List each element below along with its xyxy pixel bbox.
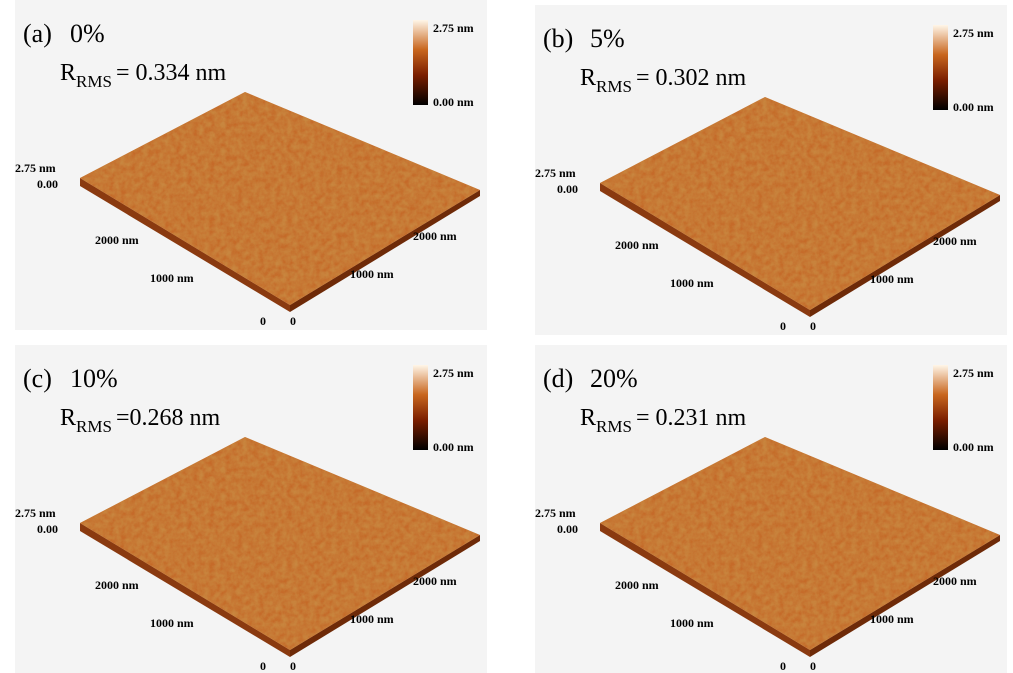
left-axis-label: 0	[260, 314, 266, 328]
right-axis-label: 1000 nm	[350, 612, 394, 626]
left-axis-label: 1000 nm	[670, 616, 714, 630]
left-axis-label: 0	[260, 659, 266, 673]
rms-subscript: RMS	[76, 72, 112, 91]
colorbar	[413, 20, 428, 105]
rms-symbol: R	[580, 405, 596, 431]
colorbar-min: 0.00 nm	[953, 440, 994, 454]
right-axis-label: 0	[810, 319, 816, 333]
left-axis-label: 1000 nm	[150, 616, 194, 630]
doping-level: 10%	[70, 364, 118, 393]
colorbar	[933, 25, 948, 110]
left-axis-label: 1000 nm	[670, 276, 714, 290]
left-axis-label: 0	[780, 319, 786, 333]
right-axis-label: 1000 nm	[870, 612, 914, 626]
z-max: 2.75 nm	[15, 161, 56, 175]
left-axis-label: 2000 nm	[615, 238, 659, 252]
rms-subscript: RMS	[76, 417, 112, 436]
doping-level: 0%	[70, 19, 105, 48]
colorbar-max: 2.75 nm	[433, 366, 474, 380]
right-axis-label: 0	[290, 659, 296, 673]
doping-level: 5%	[590, 24, 625, 53]
rms-subscript: RMS	[596, 77, 632, 96]
z-max: 2.75 nm	[535, 506, 576, 520]
doping-level: 20%	[590, 364, 638, 393]
right-axis-label: 2000 nm	[413, 574, 457, 588]
left-axis-label: 2000 nm	[95, 233, 139, 247]
z-min: 0.00	[557, 522, 578, 536]
rms-value: = 0.231 nm	[636, 405, 747, 431]
right-axis-label: 0	[810, 659, 816, 673]
z-min: 0.00	[557, 182, 578, 196]
rms-symbol: R	[580, 65, 596, 91]
colorbar	[413, 365, 428, 450]
colorbar-max: 2.75 nm	[433, 21, 474, 35]
panel-label: (b)	[543, 24, 573, 53]
rms-value: = 0.334 nm	[116, 60, 227, 86]
panel: (b) 5% RRMS= 0.302 nm 2.75 nm 0.00 nm 2.75 nm…	[535, 5, 1007, 335]
rms-value: = 0.302 nm	[636, 65, 747, 91]
right-axis-label: 2000 nm	[413, 229, 457, 243]
panel-label: (a)	[23, 19, 52, 48]
colorbar-max: 2.75 nm	[953, 26, 994, 40]
panel-label: (d)	[543, 364, 573, 393]
left-axis-label: 0	[780, 659, 786, 673]
left-axis-label: 2000 nm	[95, 578, 139, 592]
z-max: 2.75 nm	[535, 166, 576, 180]
colorbar-max: 2.75 nm	[953, 366, 994, 380]
panel: (a) 0% RRMS= 0.334 nm 2.75 nm 0.00 nm 2.75 nm…	[15, 0, 487, 330]
right-axis-label: 0	[290, 314, 296, 328]
figure: (a)0%RRMS= 0.334 nm2.75 nm0.00 nm2.75 nm…	[0, 0, 1013, 673]
panel: (c) 10% RRMS=0.268 nm 2.75 nm 0.00 nm 2.75 nm…	[15, 345, 487, 673]
rms-symbol: R	[60, 60, 76, 86]
right-axis-label: 1000 nm	[870, 272, 914, 286]
right-axis-label: 2000 nm	[933, 234, 977, 248]
rms-value: =0.268 nm	[116, 405, 221, 431]
panel: (d) 20% RRMS= 0.231 nm 2.75 nm 0.00 nm 2.75 n…	[535, 345, 1007, 673]
left-axis-label: 1000 nm	[150, 271, 194, 285]
colorbar-min: 0.00 nm	[953, 100, 994, 114]
left-axis-label: 2000 nm	[615, 578, 659, 592]
colorbar	[933, 365, 948, 450]
rms-symbol: R	[60, 405, 76, 431]
colorbar-min: 0.00 nm	[433, 440, 474, 454]
right-axis-label: 2000 nm	[933, 574, 977, 588]
z-min: 0.00	[37, 177, 58, 191]
colorbar-min: 0.00 nm	[433, 95, 474, 109]
rms-subscript: RMS	[596, 417, 632, 436]
panel-label: (c)	[23, 364, 52, 393]
z-max: 2.75 nm	[15, 506, 56, 520]
z-min: 0.00	[37, 522, 58, 536]
right-axis-label: 1000 nm	[350, 267, 394, 281]
